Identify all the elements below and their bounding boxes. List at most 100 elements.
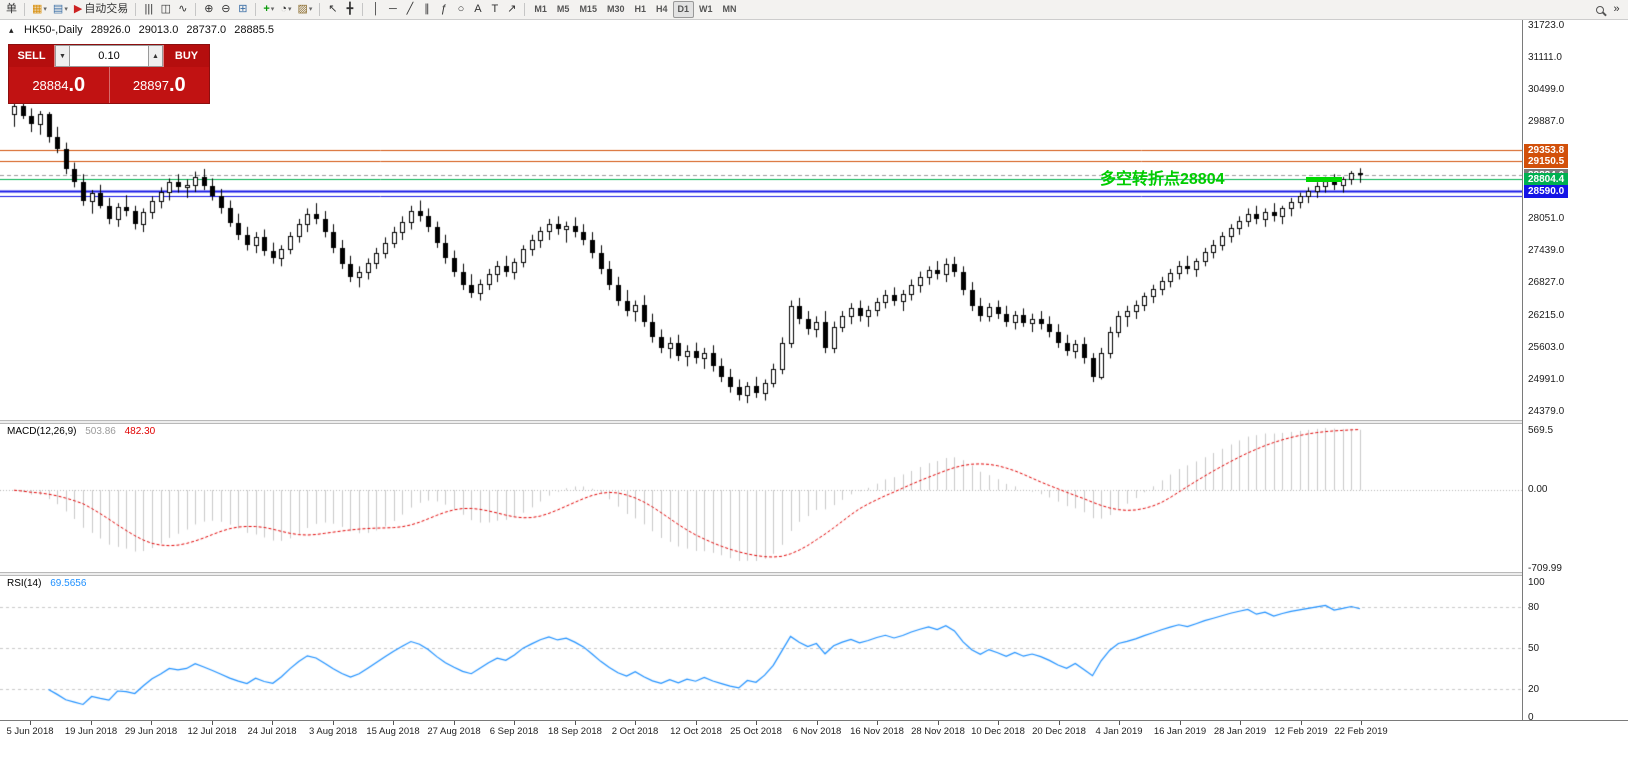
- cursor-button[interactable]: ↖: [324, 1, 341, 18]
- time-tick: [393, 721, 394, 725]
- price-tick-label: 28051.0: [1528, 212, 1565, 224]
- crosshair-button[interactable]: ╋: [341, 1, 358, 18]
- periods-icon: ◔: [280, 3, 287, 15]
- tf-w1[interactable]: W1: [694, 1, 718, 18]
- new-order-icon: 单: [6, 3, 17, 15]
- rsi-scale-label: 20: [1528, 684, 1540, 695]
- vertical-line-button[interactable]: │: [367, 1, 384, 18]
- tf-m1[interactable]: M1: [529, 1, 552, 18]
- one-click-collapse-icon[interactable]: ▴: [9, 25, 14, 35]
- indicators-icon: +: [263, 3, 270, 15]
- date-tick-label: 27 Aug 2018: [427, 726, 481, 737]
- hline-price-label-2: 29150.5: [1524, 155, 1569, 169]
- hline-price-label-3: 28804.4: [1524, 173, 1569, 187]
- buy-button[interactable]: BUY: [163, 45, 209, 67]
- search-icon: [1595, 5, 1604, 14]
- macd-scale-label: -709.99: [1528, 563, 1562, 574]
- tf-h1-label: H1: [634, 4, 646, 14]
- date-tick-label: 12 Oct 2018: [670, 726, 722, 737]
- dropdown-arrow-icon: ▾: [308, 6, 313, 13]
- volume-dropdown-button[interactable]: ▼: [55, 45, 70, 67]
- new-chart-button[interactable]: ▦ ▾: [29, 1, 50, 18]
- ask-frac: .0: [168, 73, 186, 96]
- date-tick-label: 29 Jun 2018: [124, 726, 178, 737]
- panel-separator[interactable]: [0, 572, 1628, 576]
- toolbar-overflow-button[interactable]: »: [1608, 1, 1625, 18]
- search-button[interactable]: [1591, 1, 1608, 18]
- tf-h1[interactable]: H1: [629, 1, 651, 18]
- tf-d1[interactable]: D1: [672, 1, 695, 18]
- line-chart-button[interactable]: ∿: [174, 1, 191, 18]
- price-tick-label: 31111.0: [1528, 51, 1562, 63]
- macd-scale-label: 569.5: [1528, 425, 1554, 436]
- tf-mn[interactable]: MN: [718, 1, 742, 18]
- tf-m30[interactable]: M30: [602, 1, 630, 18]
- date-tick-label: 10 Dec 2018: [971, 726, 1025, 737]
- rsi-label: RSI(14) 69.5656: [7, 578, 86, 589]
- ohlc-low: 28737.0: [186, 24, 227, 36]
- zoom-in-button[interactable]: ⊕: [200, 1, 217, 18]
- date-tick-label: 3 Aug 2018: [308, 726, 358, 737]
- toolbar-separator: [135, 3, 137, 16]
- date-tick-label: 18 Sep 2018: [548, 726, 602, 737]
- tf-m15-label: M15: [579, 4, 597, 14]
- periods-button[interactable]: ◔ ▾: [277, 1, 294, 18]
- profiles-button[interactable]: ▤ ▾: [50, 1, 71, 18]
- label-button[interactable]: T: [486, 1, 503, 18]
- macd-name: MACD(12,26,9): [7, 426, 77, 437]
- rsi-canvas[interactable]: [0, 576, 1522, 720]
- text-button[interactable]: A: [469, 1, 486, 18]
- tf-m15[interactable]: M15: [574, 1, 602, 18]
- price-tick-label: 30499.0: [1528, 84, 1565, 96]
- toolbar-separator: [524, 3, 526, 16]
- bar-chart-button[interactable]: |||: [140, 1, 157, 18]
- toolbar: 单 ▦ ▾ ▤ ▾ ▶ 自动交易 ||| ◫ ∿ ⊕ ⊖ ⊞ + ▾ ◔ ▾ ▨ ▾ ↖ ╋ │ ─ ╱ ∥ ƒ ○ A T ↗ M1 M5 M…: [0, 0, 1628, 20]
- rsi-name: RSI(14): [7, 578, 42, 589]
- tf-h4-label: H4: [655, 4, 668, 14]
- arrows-button[interactable]: ↗: [503, 1, 520, 18]
- ohlc-open: 28926.0: [90, 24, 131, 36]
- indicators-button[interactable]: + ▾: [260, 1, 277, 18]
- channel-button[interactable]: ∥: [418, 1, 435, 18]
- time-axis[interactable]: 5 Jun 2018 19 Jun 2018 29 Jun 2018 12 Jul 2…: [0, 720, 1628, 740]
- zoom-out-button[interactable]: ⊖: [217, 1, 234, 18]
- trendline-icon: ╱: [406, 3, 414, 15]
- time-tick: [333, 721, 334, 725]
- new-order-button[interactable]: 单: [3, 1, 20, 18]
- horizontal-line-button[interactable]: ─: [384, 1, 401, 18]
- date-tick-label: 28 Jan 2019: [1213, 726, 1267, 737]
- macd-label: MACD(12,26,9) 503.86 482.30: [7, 426, 155, 437]
- tile-windows-button[interactable]: ⊞: [234, 1, 251, 18]
- time-tick: [30, 721, 31, 725]
- time-tick: [514, 721, 515, 725]
- macd-canvas[interactable]: [0, 424, 1522, 572]
- toolbar-separator: [255, 3, 257, 16]
- bar-chart-icon: |||: [144, 3, 154, 15]
- tf-h4[interactable]: H4: [651, 1, 673, 18]
- panel-separator[interactable]: [0, 420, 1628, 424]
- sell-button[interactable]: SELL: [9, 45, 55, 67]
- tf-m30-label: M30: [606, 4, 625, 14]
- price-axis[interactable]: 31723.0 31111.0 30499.0 29887.0 28051.0 27439…: [1522, 20, 1628, 723]
- tf-m5[interactable]: M5: [552, 1, 575, 18]
- macd-scale-label: 0.00: [1528, 484, 1548, 495]
- vertical-line-icon: │: [372, 3, 380, 15]
- templates-button[interactable]: ▨ ▾: [294, 1, 315, 18]
- annotation-highlight-line[interactable]: [1306, 177, 1342, 183]
- ohlc-high: 29013.0: [138, 24, 179, 36]
- date-tick-label: 12 Feb 2019: [1274, 726, 1328, 737]
- date-tick-label: 19 Jun 2018: [64, 726, 118, 737]
- candlestick-button[interactable]: ◫: [157, 1, 174, 18]
- autotrading-button[interactable]: ▶ 自动交易: [71, 1, 131, 18]
- price-chart-canvas[interactable]: [0, 20, 1522, 420]
- fibonacci-button[interactable]: ƒ: [435, 1, 452, 18]
- volume-increase-button[interactable]: ▲: [148, 45, 163, 67]
- volume-input[interactable]: 0.10: [70, 45, 148, 67]
- shapes-button[interactable]: ○: [452, 1, 469, 18]
- date-tick-label: 20 Dec 2018: [1032, 726, 1086, 737]
- time-tick: [212, 721, 213, 725]
- fibonacci-icon: ƒ: [440, 3, 447, 15]
- ohlc-close: 28885.5: [234, 24, 274, 36]
- trendline-button[interactable]: ╱: [401, 1, 418, 18]
